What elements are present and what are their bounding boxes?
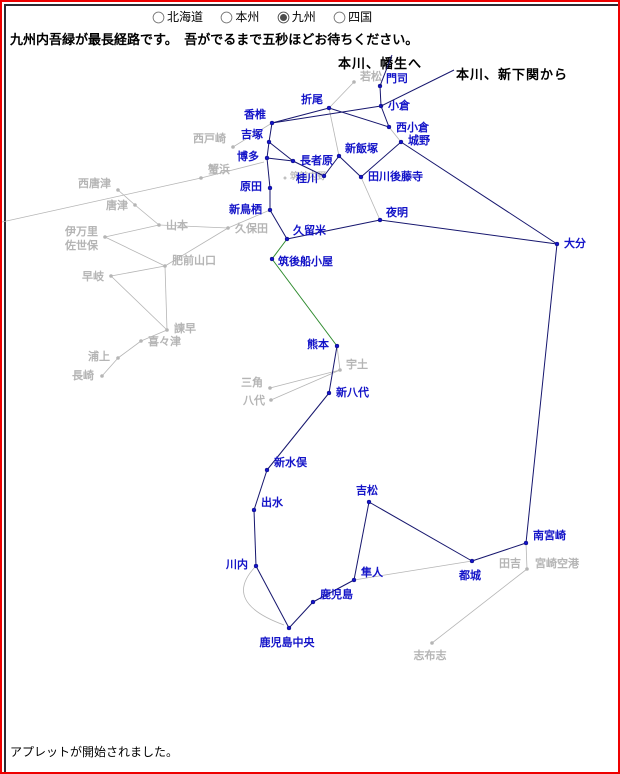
svg-text:長崎: 長崎 — [72, 368, 94, 382]
svg-text:宇土: 宇土 — [346, 357, 368, 371]
svg-text:新鳥栖: 新鳥栖 — [229, 202, 262, 216]
svg-text:佐世保: 佐世保 — [64, 238, 99, 252]
svg-text:長者原: 長者原 — [300, 153, 333, 167]
svg-text:大分: 大分 — [564, 236, 586, 250]
svg-text:熊本: 熊本 — [307, 337, 329, 351]
svg-text:諫早: 諫早 — [174, 321, 196, 335]
svg-text:喜々津: 喜々津 — [148, 334, 181, 348]
svg-text:西小倉: 西小倉 — [396, 120, 430, 134]
svg-text:西戸崎: 西戸崎 — [193, 131, 226, 145]
svg-text:久留米: 久留米 — [293, 223, 327, 237]
svg-text:香椎: 香椎 — [243, 107, 266, 121]
svg-text:鹿児島中央: 鹿児島中央 — [260, 635, 316, 649]
svg-text:桂川: 桂川 — [295, 171, 318, 185]
svg-text:山本: 山本 — [166, 218, 188, 232]
svg-text:夜明: 夜明 — [385, 205, 408, 219]
svg-text:八代: 八代 — [242, 393, 265, 407]
svg-text:隼人: 隼人 — [360, 565, 384, 579]
svg-text:筑後船小屋: 筑後船小屋 — [278, 254, 333, 268]
svg-text:田吉: 田吉 — [499, 556, 521, 570]
svg-text:宮崎空港: 宮崎空港 — [535, 556, 580, 570]
svg-text:南宮崎: 南宮崎 — [533, 528, 566, 542]
svg-text:若松: 若松 — [360, 69, 382, 83]
svg-text:吉塚: 吉塚 — [241, 127, 263, 141]
svg-text:志布志: 志布志 — [414, 648, 447, 662]
svg-text:小倉: 小倉 — [387, 98, 411, 112]
svg-text:博多: 博多 — [237, 149, 259, 163]
svg-text:吉松: 吉松 — [356, 483, 378, 497]
svg-text:蟹浜: 蟹浜 — [207, 162, 230, 176]
svg-text:久保田: 久保田 — [235, 221, 268, 235]
svg-text:浦上: 浦上 — [88, 349, 110, 363]
svg-text:新飯塚: 新飯塚 — [345, 141, 378, 155]
svg-text:出水: 出水 — [261, 495, 284, 509]
svg-text:都城: 都城 — [458, 568, 481, 582]
svg-text:新八代: 新八代 — [336, 385, 369, 399]
svg-text:肥前山口: 肥前山口 — [172, 253, 216, 267]
svg-text:西唐津: 西唐津 — [78, 176, 111, 190]
svg-text:門司: 門司 — [386, 72, 408, 85]
svg-text:田川後藤寺: 田川後藤寺 — [368, 169, 423, 183]
svg-text:折尾: 折尾 — [301, 92, 323, 106]
svg-text:鹿児島: 鹿児島 — [320, 587, 353, 601]
svg-text:原田: 原田 — [240, 180, 262, 193]
svg-text:三角: 三角 — [241, 375, 263, 389]
svg-text:川内: 川内 — [225, 557, 248, 571]
svg-text:新水俣: 新水俣 — [274, 455, 308, 469]
svg-text:城野: 城野 — [408, 133, 430, 147]
svg-text:早岐: 早岐 — [82, 269, 105, 283]
svg-text:唐津: 唐津 — [106, 198, 128, 212]
svg-text:伊万里: 伊万里 — [64, 224, 98, 238]
